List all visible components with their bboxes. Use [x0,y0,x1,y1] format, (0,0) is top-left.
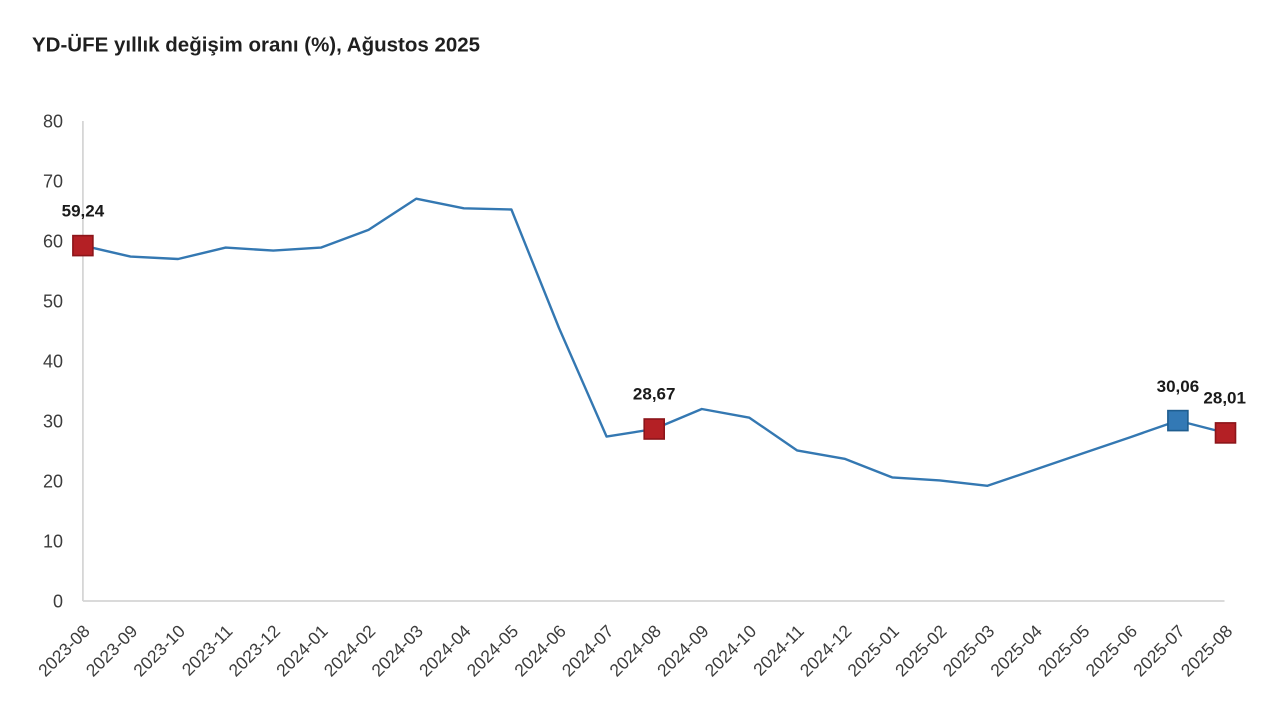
svg-text:80: 80 [43,112,63,132]
svg-text:0: 0 [53,592,63,612]
svg-text:10: 10 [43,532,63,552]
svg-text:28,01: 28,01 [1203,389,1246,408]
svg-text:50: 50 [43,292,63,312]
svg-text:YD-ÜFE yıllık değişim oranı (%: YD-ÜFE yıllık değişim oranı (%), Ağustos… [32,34,480,57]
svg-text:28,67: 28,67 [633,385,676,404]
svg-text:59,24: 59,24 [62,202,105,221]
svg-text:30: 30 [43,412,63,432]
svg-text:40: 40 [43,352,63,372]
svg-text:60: 60 [43,232,63,252]
svg-text:70: 70 [43,172,63,192]
svg-text:30,06: 30,06 [1157,377,1200,396]
svg-text:20: 20 [43,472,63,492]
